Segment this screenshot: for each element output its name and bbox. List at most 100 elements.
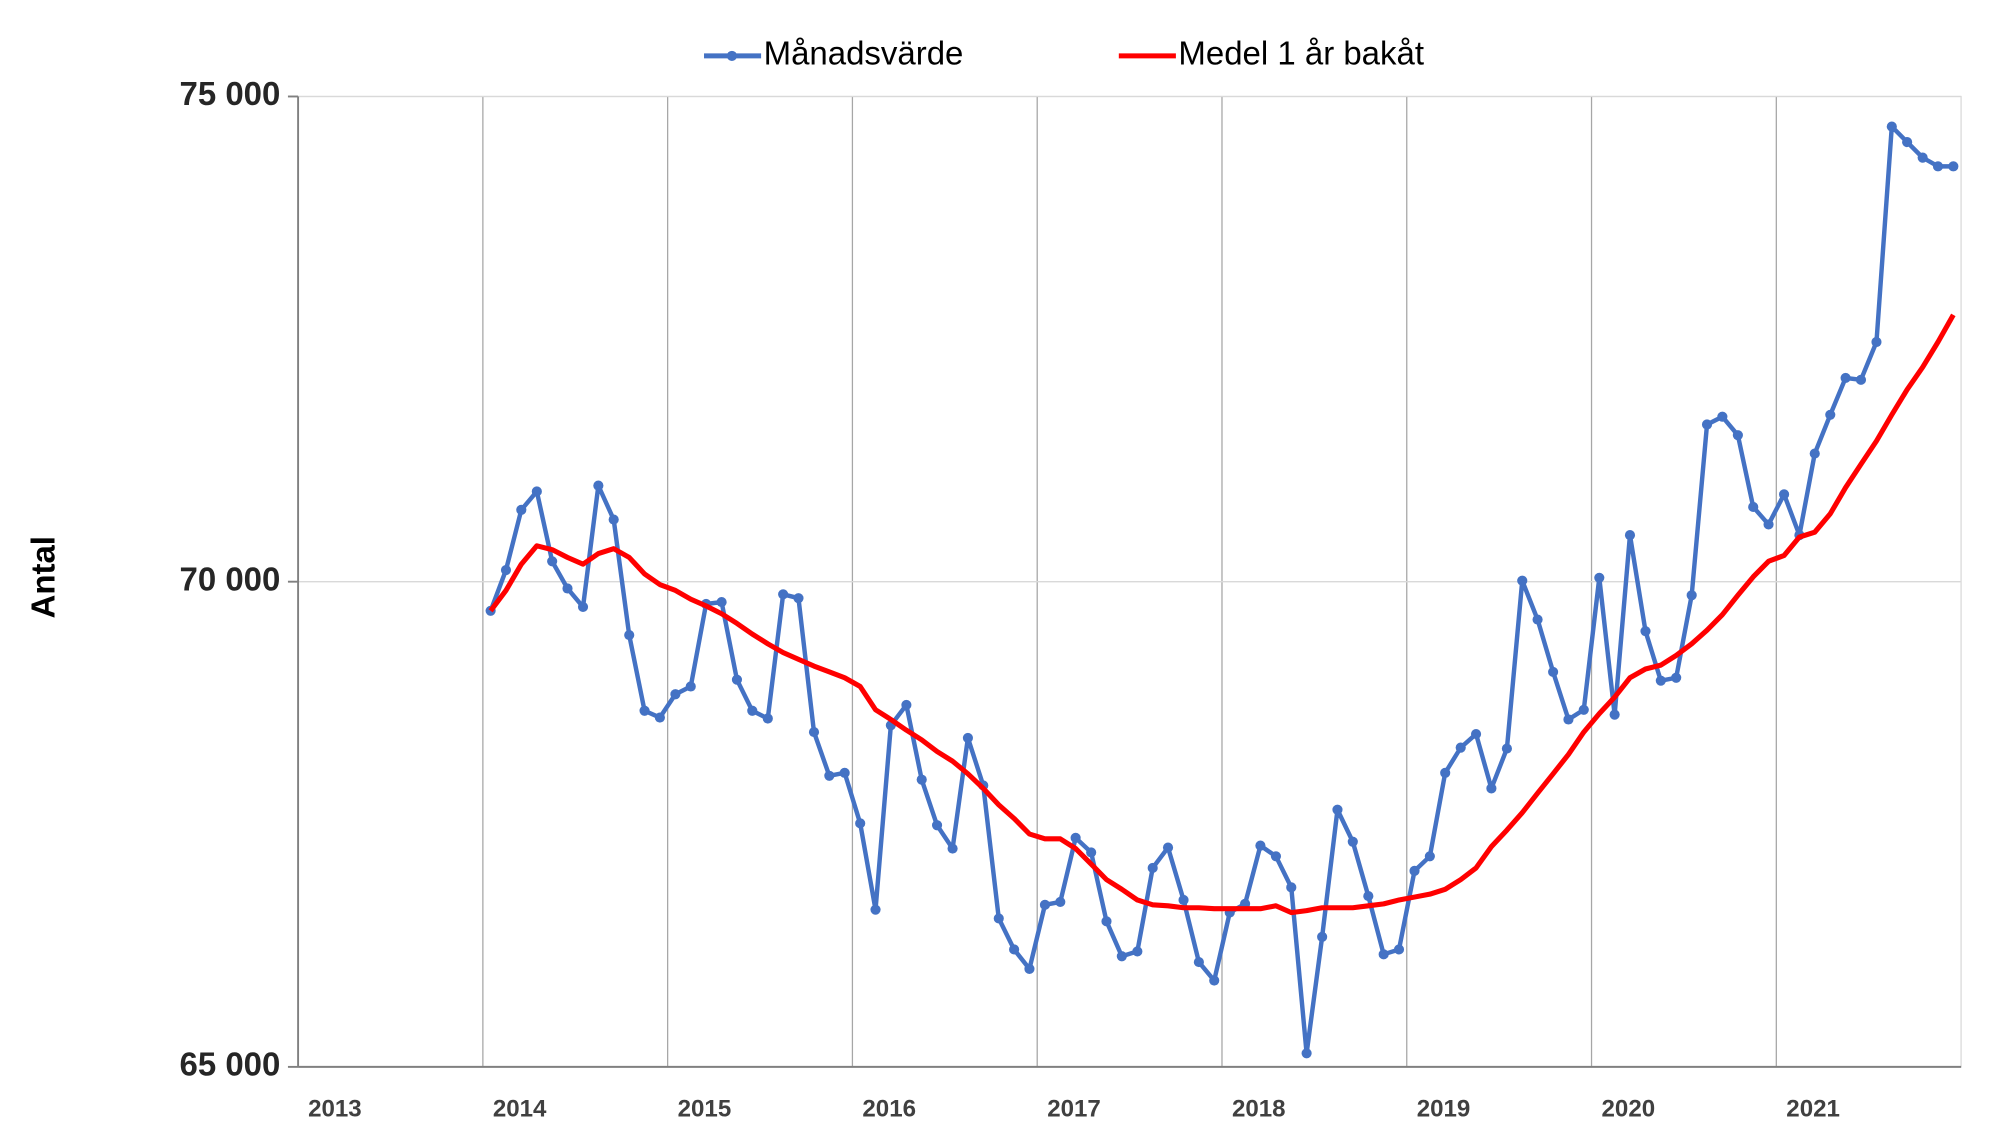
data-point (1732, 430, 1743, 441)
data-point (1086, 847, 1097, 858)
data-point (1917, 152, 1928, 163)
data-point (1101, 916, 1112, 927)
data-point (1748, 501, 1759, 513)
data-point (1886, 121, 1897, 132)
data-point (931, 820, 943, 831)
data-point (1470, 728, 1482, 740)
data-point (916, 774, 927, 785)
data-point (654, 712, 665, 723)
legend-label: Medel 1 år bakåt (1178, 35, 1424, 72)
data-point (762, 713, 773, 724)
data-point (1563, 714, 1574, 725)
data-point (1594, 572, 1605, 583)
data-point (1855, 374, 1867, 385)
data-point (1116, 951, 1127, 962)
x-tick-label: 2021 (1786, 1095, 1840, 1122)
data-point (1701, 419, 1713, 430)
data-point (1763, 519, 1774, 530)
data-point (562, 583, 573, 594)
data-point (778, 589, 789, 600)
data-point (993, 913, 1004, 924)
data-point (1162, 842, 1174, 853)
series-line (488, 313, 1956, 916)
data-point (1178, 894, 1189, 906)
data-point (1609, 709, 1620, 720)
data-point (901, 699, 912, 710)
data-point (1655, 675, 1666, 686)
data-point (1440, 767, 1451, 778)
data-point (1317, 931, 1328, 942)
data-point (1671, 672, 1682, 683)
y-axis-label: Antal (24, 536, 61, 618)
data-point (1347, 836, 1358, 847)
data-point (1717, 411, 1728, 422)
data-point (1393, 944, 1405, 955)
data-point (747, 705, 758, 716)
x-tick-label: 2015 (678, 1095, 732, 1122)
data-point (685, 681, 696, 692)
y-tick-label: 75 000 (179, 75, 280, 112)
data-point (1871, 336, 1882, 348)
data-point (1825, 409, 1836, 420)
x-tick-label: 2018 (1232, 1095, 1286, 1122)
data-point (1578, 704, 1589, 715)
data-point (1132, 946, 1143, 957)
data-point (1486, 783, 1497, 794)
data-point (716, 596, 727, 608)
data-point (1640, 626, 1651, 637)
data-point (1286, 882, 1297, 893)
data-point (577, 601, 589, 612)
data-point (1548, 666, 1559, 678)
data-point (670, 689, 681, 700)
data-point (1455, 742, 1466, 753)
data-point (1039, 899, 1051, 910)
data-point (1009, 944, 1020, 955)
data-point (731, 674, 743, 685)
data-point (793, 593, 804, 604)
data-point (1809, 448, 1820, 459)
data-point (855, 818, 866, 829)
data-point (1624, 530, 1636, 541)
data-point (808, 727, 820, 738)
data-point (870, 904, 881, 915)
data-point (1209, 975, 1220, 986)
data-point (1501, 743, 1512, 754)
data-point (824, 770, 835, 781)
data-point (1255, 840, 1266, 851)
data-point (1779, 489, 1790, 500)
y-tick-label: 65 000 (179, 1046, 280, 1083)
legend-label: Månadsvärde (764, 35, 964, 72)
data-point (639, 705, 650, 716)
data-point (624, 629, 635, 641)
data-point (1902, 137, 1913, 148)
data-point (1070, 832, 1081, 843)
data-point (1409, 865, 1420, 876)
x-tick-label: 2016 (862, 1095, 916, 1122)
y-tick-label: 70 000 (179, 560, 280, 597)
data-point (962, 732, 973, 743)
data-point (516, 504, 527, 515)
data-point (1363, 891, 1374, 902)
data-point (531, 486, 542, 497)
x-tick-label: 2020 (1602, 1095, 1656, 1122)
data-point (1948, 161, 1959, 172)
data-point (1378, 949, 1389, 960)
data-point (1932, 161, 1944, 172)
data-point (947, 843, 958, 854)
data-point (839, 767, 850, 778)
legend-marker (726, 50, 737, 61)
data-point (1055, 896, 1066, 907)
data-point (1424, 851, 1435, 862)
x-tick-label: 2017 (1047, 1095, 1101, 1122)
data-point (593, 480, 604, 491)
data-point (1147, 862, 1158, 874)
data-point (1301, 1048, 1312, 1059)
data-point (1840, 372, 1851, 383)
data-point (1270, 851, 1282, 862)
data-point (500, 564, 512, 576)
data-point (608, 514, 619, 525)
x-tick-label: 2013 (308, 1095, 362, 1122)
data-point (1517, 575, 1528, 586)
